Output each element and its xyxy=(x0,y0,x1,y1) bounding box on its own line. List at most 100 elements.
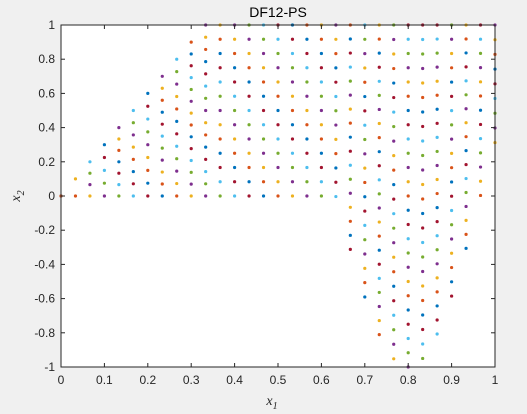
data-point xyxy=(435,79,439,83)
data-point xyxy=(450,166,454,170)
data-point xyxy=(478,51,483,56)
data-point xyxy=(131,194,135,198)
data-point xyxy=(392,37,396,42)
data-point xyxy=(348,191,352,195)
data-point xyxy=(319,151,323,155)
data-point xyxy=(276,123,280,127)
data-point xyxy=(392,139,396,143)
data-point xyxy=(348,135,352,139)
data-point xyxy=(319,80,323,84)
data-point xyxy=(435,206,439,210)
data-point xyxy=(247,137,251,141)
data-point xyxy=(204,47,208,52)
data-point xyxy=(377,290,381,295)
data-point xyxy=(204,194,208,198)
data-point xyxy=(233,108,237,113)
data-point xyxy=(363,80,367,84)
data-point xyxy=(406,180,410,184)
data-point xyxy=(175,144,179,148)
data-point xyxy=(305,123,309,127)
data-point xyxy=(348,93,352,97)
data-point xyxy=(406,265,410,269)
data-point xyxy=(435,276,439,280)
data-point xyxy=(377,192,381,196)
data-point xyxy=(421,255,425,259)
data-point xyxy=(478,137,483,141)
data-point xyxy=(175,57,179,61)
y-tick-label: -0.4 xyxy=(34,257,55,271)
data-point xyxy=(73,194,78,198)
data-point xyxy=(377,206,381,210)
data-point xyxy=(450,51,454,56)
data-point xyxy=(478,151,483,155)
x-tick-label: 0.2 xyxy=(139,373,156,387)
data-point xyxy=(478,179,483,183)
data-point xyxy=(348,79,352,83)
data-point xyxy=(189,111,193,115)
data-point xyxy=(204,60,208,64)
data-point xyxy=(189,158,193,163)
data-point xyxy=(146,168,150,172)
data-point xyxy=(348,163,352,167)
data-point xyxy=(247,66,251,70)
data-point xyxy=(464,93,468,97)
chart-title: DF12-PS xyxy=(249,4,307,20)
data-point xyxy=(160,182,164,186)
data-point xyxy=(392,357,396,361)
data-point xyxy=(160,146,164,150)
data-point xyxy=(392,81,396,85)
data-point xyxy=(392,342,396,346)
data-point xyxy=(421,284,425,288)
data-point xyxy=(233,37,237,41)
data-point xyxy=(392,168,396,172)
data-point xyxy=(218,66,222,70)
data-point xyxy=(160,86,164,90)
data-point xyxy=(464,149,468,153)
data-point xyxy=(348,205,352,209)
data-point xyxy=(189,52,193,56)
data-point xyxy=(218,80,222,84)
data-point xyxy=(392,110,396,114)
data-point xyxy=(406,251,410,255)
data-point xyxy=(290,51,295,56)
data-point xyxy=(392,95,396,100)
data-point xyxy=(261,108,266,113)
data-point xyxy=(363,137,367,142)
data-point xyxy=(204,96,208,100)
data-point xyxy=(450,223,454,227)
data-point xyxy=(131,157,135,161)
data-point xyxy=(305,180,309,184)
data-point xyxy=(421,66,425,71)
data-point xyxy=(334,137,338,141)
data-point xyxy=(102,181,106,185)
data-point xyxy=(478,66,483,70)
data-point xyxy=(204,72,208,76)
data-point xyxy=(464,51,468,55)
data-point xyxy=(175,94,179,99)
data-point xyxy=(160,134,164,138)
data-point xyxy=(435,304,439,308)
data-point xyxy=(392,299,396,303)
data-point xyxy=(233,137,237,141)
data-point xyxy=(392,52,396,56)
data-point xyxy=(233,51,237,56)
data-point xyxy=(421,269,425,274)
data-point xyxy=(392,197,396,201)
data-point xyxy=(421,240,425,245)
data-point xyxy=(406,123,410,127)
data-point xyxy=(146,117,150,121)
data-point xyxy=(319,165,323,170)
y-tick-label: 0 xyxy=(48,189,55,203)
data-point xyxy=(377,79,381,83)
data-point xyxy=(247,51,251,56)
data-point xyxy=(334,180,338,184)
data-point xyxy=(406,194,410,198)
data-point xyxy=(218,37,222,41)
data-point xyxy=(305,165,309,170)
x-tick-label: 0.8 xyxy=(400,373,417,387)
data-point xyxy=(348,51,352,55)
data-point xyxy=(160,158,164,162)
y-tick-label: -0.6 xyxy=(34,292,55,306)
data-point xyxy=(146,130,150,134)
data-point xyxy=(319,94,323,98)
